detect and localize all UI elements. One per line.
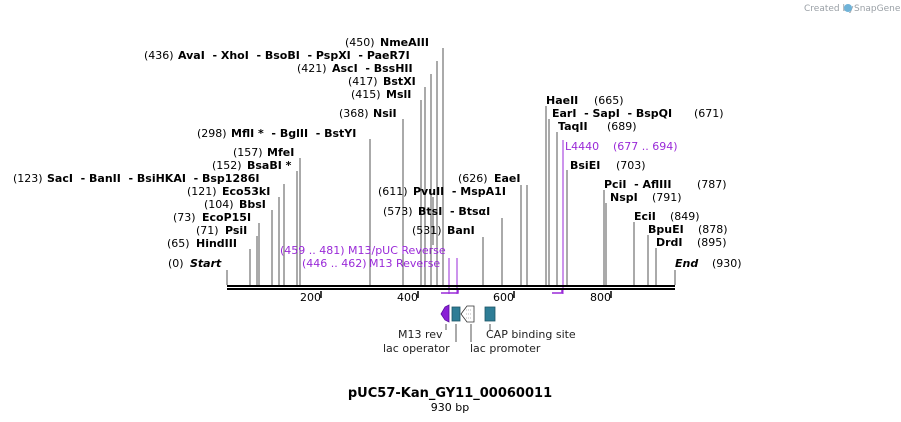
enzyme-name[interactable]: BstXI	[383, 75, 416, 88]
feature-track: M13 rev lac operator lac promoter CAP bi…	[383, 304, 576, 355]
axis-tick-label: 400	[397, 291, 418, 304]
enzyme-pos: (665)	[594, 94, 624, 107]
enzyme-pos: (450)	[345, 36, 375, 49]
backbone-bottom-strand	[227, 288, 675, 290]
enzyme-name[interactable]: EarI - SapI - BspQI	[552, 107, 672, 120]
feature-cap-binding-site[interactable]	[484, 306, 496, 322]
feature-lac-promoter[interactable]	[460, 305, 475, 323]
enzyme-name[interactable]: PciI - AflIII	[604, 178, 671, 191]
enzyme-cut-lines	[249, 48, 657, 285]
primer-name[interactable]: M13 Reverse	[369, 257, 440, 270]
enzyme-name[interactable]: EciI	[634, 210, 656, 223]
primer-name[interactable]: M13/pUC Reverse	[348, 244, 446, 257]
sequence-backbone	[227, 285, 675, 290]
enzyme-pos: (611)	[378, 185, 408, 198]
enzyme-name[interactable]: BsiEI	[570, 159, 600, 172]
primer-annotations: L4440 (677 .. 694) (459 .. 481) M13/pUC …	[280, 140, 678, 294]
enzyme-name[interactable]: NmeAIII	[380, 36, 429, 49]
enzyme-name[interactable]: EaeI	[494, 172, 521, 185]
axis-tick-label: 800	[590, 291, 611, 304]
enzyme-name[interactable]: Eco53kI	[222, 185, 270, 198]
enzyme-name[interactable]: MflI * - BglII - BstYI	[231, 127, 356, 140]
enzyme-pos: (626)	[458, 172, 488, 185]
enzyme-name[interactable]: BtsI - BtsαI	[418, 205, 490, 218]
feature-m13-rev[interactable]	[440, 304, 450, 323]
enzyme-labels-right: HaeII (665) EarI - SapI - BspQI (671) Ta…	[546, 94, 728, 249]
enzyme-pos: (415)	[351, 88, 381, 101]
enzyme-name[interactable]: NspI	[610, 191, 638, 204]
snapgene-logo-icon	[844, 4, 852, 12]
feature-label: lac operator	[383, 342, 450, 355]
enzyme-name[interactable]: MfeI	[267, 146, 294, 159]
primer-m13-reverse-arrow[interactable]	[441, 290, 459, 294]
enzyme-pos: (671)	[694, 107, 724, 120]
enzyme-name[interactable]: BpuEI	[648, 223, 684, 236]
enzyme-pos: (421)	[297, 62, 327, 75]
enzyme-name[interactable]: PsiI	[225, 224, 247, 237]
enzyme-pos: (65)	[167, 237, 190, 250]
axis-ticks: 200 400 600 800	[300, 291, 612, 304]
enzyme-pos: (368)	[339, 107, 369, 120]
end-position: (930)	[712, 257, 742, 270]
enzyme-name[interactable]: HaeII	[546, 94, 578, 107]
backbone-top-strand	[227, 285, 675, 287]
primer-range: (677 .. 694)	[613, 140, 678, 153]
enzyme-pos: (849)	[670, 210, 700, 223]
start-position: (0)	[168, 257, 184, 270]
enzyme-pos: (73)	[173, 211, 196, 224]
credit-prefix: Created by	[804, 4, 854, 14]
enzyme-name[interactable]: NsiI	[373, 107, 397, 120]
map-length: 930 bp	[431, 401, 469, 414]
enzyme-pos: (71)	[196, 224, 219, 237]
axis-tick-label: 600	[493, 291, 514, 304]
start-label: Start	[190, 257, 222, 270]
credit-brand: SnapGene	[854, 4, 901, 14]
enzyme-pos: (895)	[697, 236, 727, 249]
snapgene-credit[interactable]: Created by SnapGene	[804, 4, 901, 14]
primer-range: (446 .. 462)	[302, 257, 367, 270]
primer-range: (459 .. 481)	[280, 244, 345, 257]
end-label: End	[675, 257, 698, 270]
enzyme-pos: (787)	[697, 178, 727, 191]
feature-label: M13 rev	[398, 328, 443, 341]
enzyme-pos: (417)	[348, 75, 378, 88]
enzyme-labels-left: (450) NmeAIII (436) AvaI - XhoI - BsoBI …	[13, 36, 429, 250]
sequence-ends: (0) Start End (930)	[168, 257, 742, 285]
feature-label: CAP binding site	[486, 328, 576, 341]
enzyme-name[interactable]: SacI - BanII - BsiHKAI - Bsp1286I	[47, 172, 260, 185]
enzyme-name[interactable]: BsaBI *	[247, 159, 292, 172]
enzyme-pos: (878)	[698, 223, 728, 236]
enzyme-pos: (689)	[607, 120, 637, 133]
enzyme-pos: (573)	[383, 205, 413, 218]
enzyme-name[interactable]: EcoP15I	[202, 211, 251, 224]
enzyme-name[interactable]: MslI	[386, 88, 411, 101]
enzyme-name[interactable]: TaqII	[558, 120, 588, 133]
enzyme-labels-middle: (626) EaeI (611) PvuII - MspA1I (573) Bt…	[378, 172, 521, 237]
enzyme-pos: (531)	[412, 224, 442, 237]
enzyme-pos: (104)	[204, 198, 234, 211]
primer-name[interactable]: L4440	[565, 140, 599, 153]
enzyme-pos: (157)	[233, 146, 263, 159]
enzyme-name[interactable]: BanI	[447, 224, 475, 237]
enzyme-pos: (298)	[197, 127, 227, 140]
enzyme-name[interactable]: AvaI - XhoI - BsoBI - PspXI - PaeR7I	[178, 49, 410, 62]
enzyme-pos: (123)	[13, 172, 43, 185]
feature-label: lac promoter	[470, 342, 541, 355]
feature-lac-operator[interactable]	[451, 306, 461, 322]
enzyme-pos: (703)	[616, 159, 646, 172]
enzyme-pos: (791)	[652, 191, 682, 204]
enzyme-name[interactable]: PvuII - MspA1I	[413, 185, 506, 198]
enzyme-pos: (121)	[187, 185, 217, 198]
enzyme-name[interactable]: HindIII	[196, 237, 237, 250]
map-title: pUC57-Kan_GY11_00060011	[348, 386, 552, 401]
enzyme-name[interactable]: DrdI	[656, 236, 683, 249]
enzyme-name[interactable]: AscI - BssHII	[332, 62, 413, 75]
axis-tick-label: 200	[300, 291, 321, 304]
enzyme-pos: (436)	[144, 49, 174, 62]
enzyme-name[interactable]: BbsI	[239, 198, 266, 211]
enzyme-pos: (152)	[212, 159, 242, 172]
primer-l4440-arrow[interactable]	[552, 290, 563, 294]
